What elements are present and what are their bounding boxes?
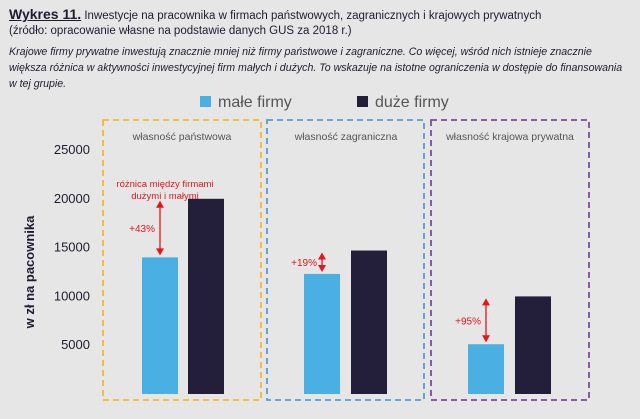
- bar-0-0: [142, 257, 178, 394]
- diff-arrow-head-up-1: [318, 252, 326, 260]
- y-tick-label: 5000: [61, 337, 90, 352]
- bar-2-0: [468, 344, 504, 394]
- bar-1-1: [351, 250, 387, 394]
- annotation-note: różnica między firmami dużymi i małymi: [116, 179, 213, 202]
- chart-header: Wykres 11. Inwestycje na pracownika w fi…: [9, 7, 634, 38]
- diff-label-1: +19%: [291, 258, 317, 269]
- y-tick-label: 20000: [54, 191, 90, 206]
- y-axis-label: w zł na pacownika: [22, 215, 37, 329]
- diff-arrow-head-up-0: [156, 200, 164, 208]
- y-tick-label: 15000: [54, 240, 90, 255]
- chart-number: Wykres 11.: [9, 6, 82, 22]
- group-box-0: [102, 119, 262, 401]
- group-box-2: [430, 119, 590, 401]
- category-label-0: własność państwowa: [132, 131, 232, 143]
- group-box-1: [266, 119, 425, 401]
- bar-2-1: [515, 296, 551, 394]
- diff-arrow-head-up-2: [482, 298, 490, 306]
- category-label-1: własność zagraniczna: [294, 131, 398, 143]
- category-label-2: własność krajowa prywatna: [445, 131, 574, 143]
- diff-arrow-head-down-1: [318, 264, 326, 272]
- chart-title: Inwestycje na pracownika w firmach państ…: [84, 10, 542, 22]
- y-tick-label: 10000: [54, 288, 90, 303]
- diff-label-0: +43%: [129, 224, 155, 235]
- bar-1-0: [304, 273, 340, 394]
- y-tick-label: 25000: [54, 142, 90, 157]
- legend-label-0: małe firmy: [218, 94, 292, 111]
- diff-arrow-head-down-0: [156, 248, 164, 256]
- legend-label-1: duże firmy: [375, 94, 449, 111]
- bar-0-1: [188, 198, 224, 394]
- chart-source: (źródło: opracowanie własne na podstawie…: [9, 25, 352, 37]
- chart-title-line: Wykres 11. Inwestycje na pracownika w fi…: [9, 7, 634, 24]
- chart-description: Krajowe firmy prywatne inwestują znaczni…: [9, 46, 623, 90]
- diff-arrow-head-down-2: [482, 335, 490, 343]
- legend-swatch-1: [357, 96, 368, 107]
- legend-swatch-0: [200, 96, 211, 107]
- diff-label-2: +95%: [455, 316, 481, 327]
